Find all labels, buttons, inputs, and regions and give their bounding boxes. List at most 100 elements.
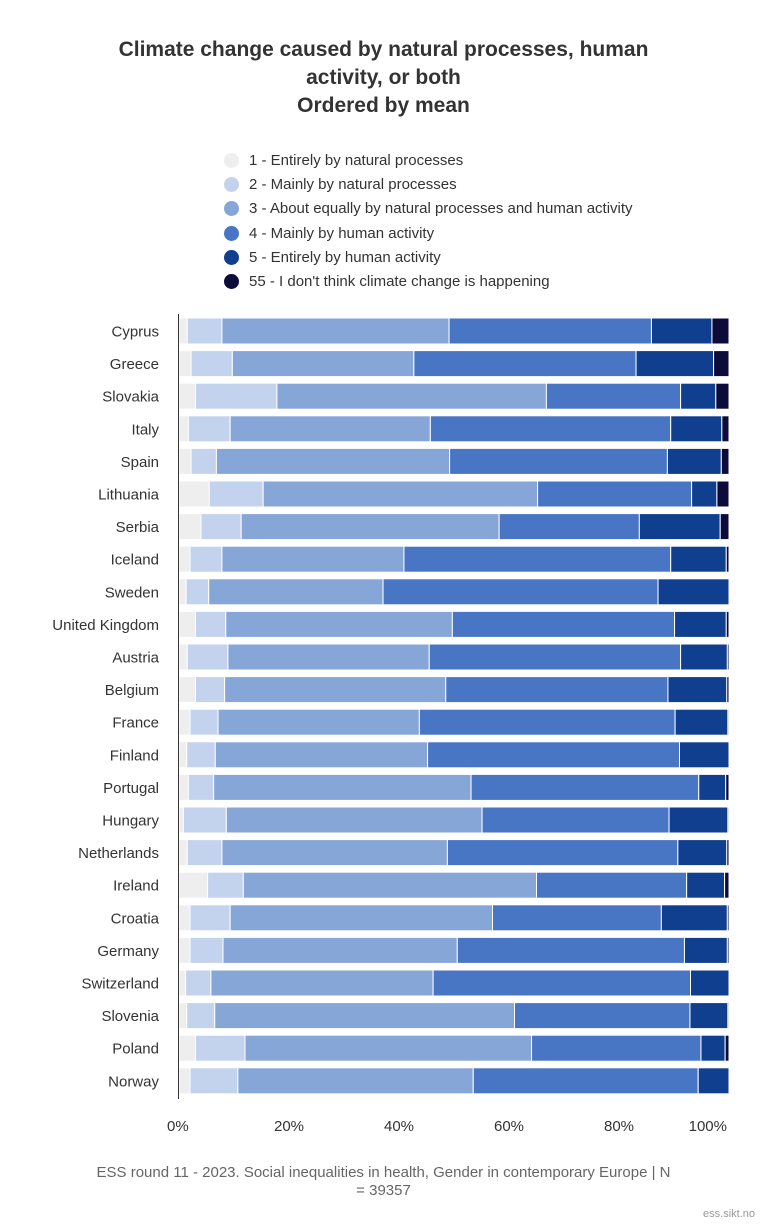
bar-segment[interactable]: [195, 382, 278, 410]
bar-segment[interactable]: [178, 969, 187, 997]
bar-segment[interactable]: [185, 969, 212, 997]
bar-segment[interactable]: [178, 741, 188, 769]
bar-segment[interactable]: [189, 904, 231, 932]
bar-segment[interactable]: [178, 447, 192, 475]
bar-segment[interactable]: [674, 610, 727, 638]
bar-segment[interactable]: [697, 1067, 730, 1095]
bar-segment[interactable]: [262, 480, 539, 508]
bar-segment[interactable]: [674, 708, 729, 736]
bar-segment[interactable]: [689, 1002, 729, 1030]
bar-segment[interactable]: [210, 969, 434, 997]
bar-segment[interactable]: [698, 773, 727, 801]
bar-segment[interactable]: [481, 806, 670, 834]
bar-segment[interactable]: [719, 513, 730, 541]
bar-segment[interactable]: [446, 839, 679, 867]
bar-segment[interactable]: [726, 643, 730, 671]
bar-segment[interactable]: [470, 773, 700, 801]
bar-segment[interactable]: [178, 1002, 188, 1030]
bar-segment[interactable]: [178, 578, 187, 606]
bar-segment[interactable]: [670, 545, 727, 573]
bar-segment[interactable]: [418, 708, 676, 736]
bar-segment[interactable]: [240, 513, 500, 541]
bar-segment[interactable]: [657, 578, 730, 606]
bar-segment[interactable]: [229, 904, 493, 932]
bar-segment[interactable]: [700, 1034, 726, 1062]
bar-segment[interactable]: [670, 415, 723, 443]
bar-segment[interactable]: [668, 806, 729, 834]
bar-segment[interactable]: [716, 480, 730, 508]
bar-segment[interactable]: [427, 741, 680, 769]
bar-segment[interactable]: [727, 1002, 730, 1030]
bar-segment[interactable]: [190, 447, 217, 475]
bar-segment[interactable]: [713, 350, 730, 378]
bar-segment[interactable]: [189, 545, 223, 573]
legend-item[interactable]: 3 - About equally by natural processes a…: [224, 197, 633, 221]
bar-segment[interactable]: [715, 382, 730, 410]
bar-segment[interactable]: [190, 350, 233, 378]
bar-segment[interactable]: [221, 545, 405, 573]
bar-segment[interactable]: [498, 513, 640, 541]
bar-segment[interactable]: [667, 676, 728, 704]
bar-segment[interactable]: [382, 578, 659, 606]
bar-segment[interactable]: [178, 773, 189, 801]
bar-segment[interactable]: [189, 1067, 239, 1095]
credit-link[interactable]: ess.sikt.no: [703, 1208, 755, 1220]
bar-segment[interactable]: [208, 578, 384, 606]
bar-segment[interactable]: [635, 350, 715, 378]
bar-segment[interactable]: [178, 610, 196, 638]
bar-segment[interactable]: [448, 317, 652, 345]
bar-segment[interactable]: [242, 871, 537, 899]
bar-segment[interactable]: [186, 839, 223, 867]
bar-segment[interactable]: [531, 1034, 702, 1062]
bar-segment[interactable]: [725, 545, 730, 573]
bar-segment[interactable]: [222, 936, 458, 964]
bar-segment[interactable]: [721, 415, 730, 443]
bar-segment[interactable]: [187, 773, 215, 801]
bar-segment[interactable]: [186, 741, 216, 769]
bar-segment[interactable]: [456, 936, 685, 964]
bar-segment[interactable]: [195, 1034, 246, 1062]
bar-segment[interactable]: [724, 1034, 730, 1062]
bar-segment[interactable]: [178, 317, 188, 345]
bar-segment[interactable]: [726, 904, 730, 932]
bar-segment[interactable]: [225, 610, 453, 638]
bar-segment[interactable]: [178, 676, 196, 704]
bar-segment[interactable]: [725, 610, 730, 638]
bar-segment[interactable]: [711, 317, 730, 345]
bar-segment[interactable]: [178, 1034, 196, 1062]
bar-segment[interactable]: [237, 1067, 474, 1095]
bar-segment[interactable]: [679, 741, 730, 769]
bar-segment[interactable]: [472, 1067, 699, 1095]
bar-segment[interactable]: [178, 708, 191, 736]
bar-segment[interactable]: [683, 936, 728, 964]
bar-segment[interactable]: [178, 839, 188, 867]
bar-segment[interactable]: [195, 610, 227, 638]
bar-segment[interactable]: [449, 447, 668, 475]
bar-segment[interactable]: [686, 871, 726, 899]
bar-segment[interactable]: [650, 317, 713, 345]
bar-segment[interactable]: [178, 936, 191, 964]
bar-segment[interactable]: [231, 350, 415, 378]
bar-segment[interactable]: [178, 871, 209, 899]
bar-segment[interactable]: [680, 382, 717, 410]
bar-segment[interactable]: [214, 741, 429, 769]
bar-segment[interactable]: [189, 936, 224, 964]
bar-segment[interactable]: [207, 871, 244, 899]
bar-segment[interactable]: [691, 480, 718, 508]
bar-segment[interactable]: [677, 839, 728, 867]
bar-segment[interactable]: [214, 1002, 515, 1030]
bar-segment[interactable]: [186, 643, 229, 671]
bar-segment[interactable]: [178, 382, 196, 410]
legend-item[interactable]: 1 - Entirely by natural processes: [224, 148, 633, 172]
bar-segment[interactable]: [224, 676, 447, 704]
bar-segment[interactable]: [451, 610, 676, 638]
bar-segment[interactable]: [276, 382, 547, 410]
bar-segment[interactable]: [680, 643, 728, 671]
bar-segment[interactable]: [724, 871, 730, 899]
legend-item[interactable]: 55 - I don't think climate change is hap…: [224, 269, 633, 293]
bar-segment[interactable]: [727, 806, 730, 834]
bar-segment[interactable]: [666, 447, 722, 475]
bar-segment[interactable]: [178, 480, 210, 508]
bar-segment[interactable]: [189, 708, 219, 736]
legend-item[interactable]: 4 - Mainly by human activity: [224, 221, 633, 245]
